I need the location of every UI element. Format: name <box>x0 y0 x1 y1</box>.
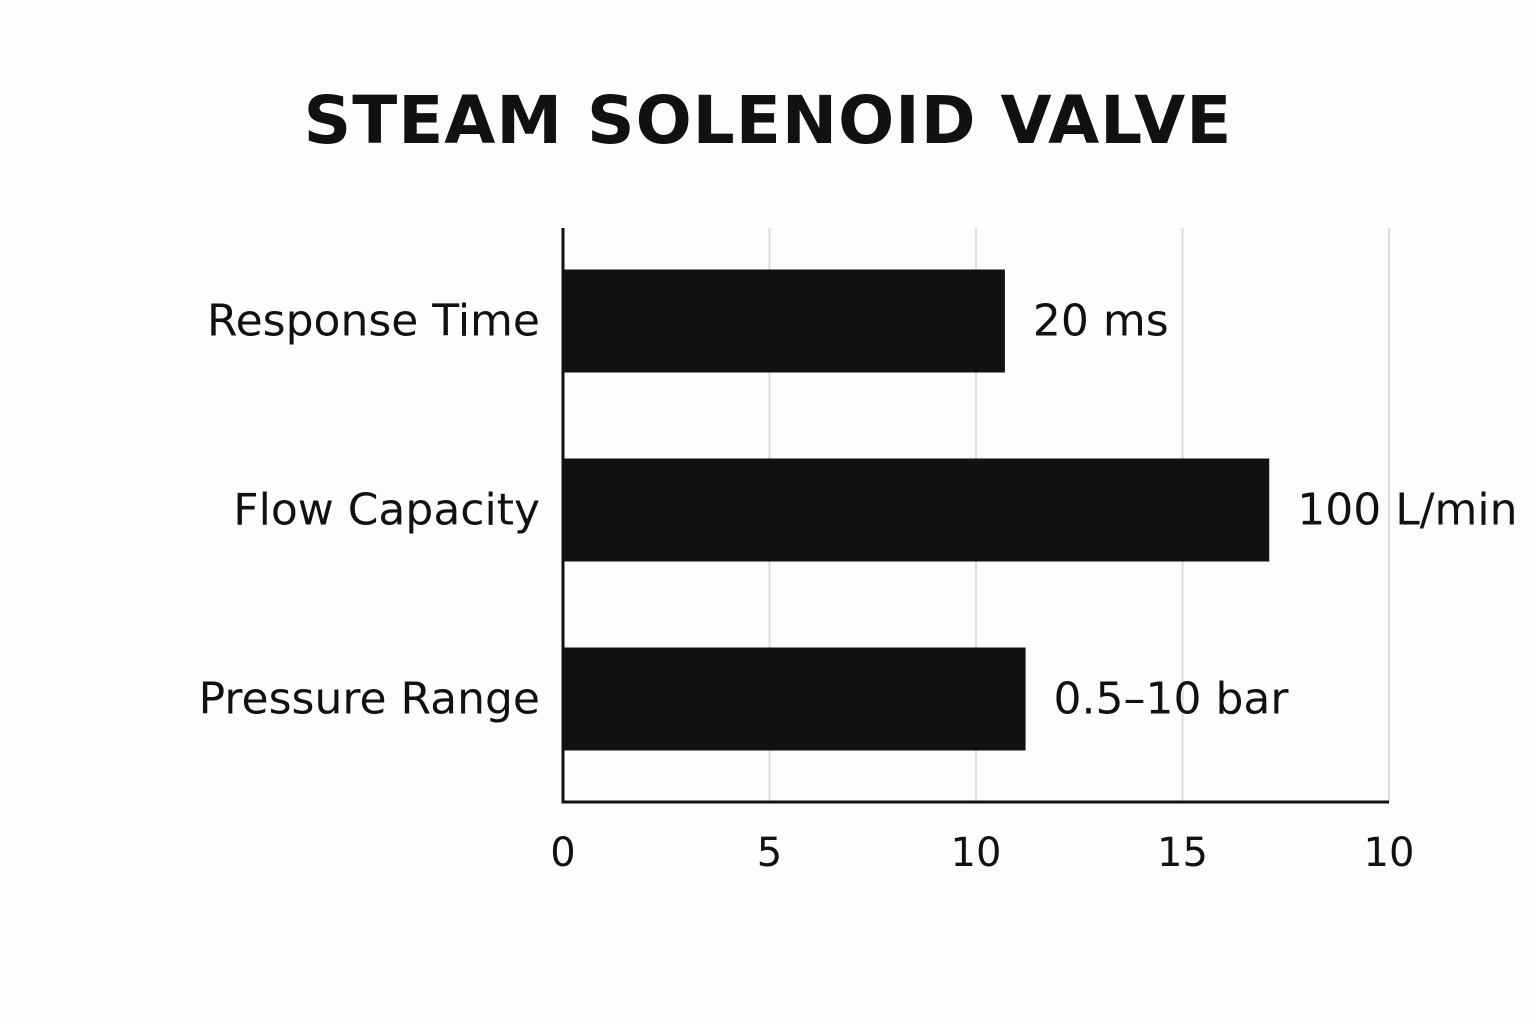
bar-pressure-range <box>563 647 1026 751</box>
axes <box>561 228 1389 804</box>
bar-flow-capacity <box>563 458 1270 562</box>
x-tick-label-0: 0 <box>550 830 575 876</box>
data-label-0: 20 ms <box>1033 296 1169 347</box>
labels: 0 5 10 15 10 Response Time 20 ms Flow Capacity 1… <box>199 296 1518 877</box>
x-tick-label-2: 10 <box>951 830 1002 876</box>
data-label-2: 0.5–10 bar <box>1054 674 1290 725</box>
x-tick-label-1: 5 <box>757 830 782 876</box>
chart-title: STEAM SOLENOID VALVE <box>303 82 1233 159</box>
category-label-2: Pressure Range <box>199 674 540 725</box>
data-label-1: 100 L/min <box>1297 485 1517 536</box>
bar-response-time <box>563 269 1005 373</box>
category-label-0: Response Time <box>207 296 540 347</box>
bars <box>563 269 1270 751</box>
x-tick-label-4: 10 <box>1364 830 1415 876</box>
category-label-1: Flow Capacity <box>233 485 540 536</box>
x-tick-label-3: 15 <box>1157 830 1208 876</box>
